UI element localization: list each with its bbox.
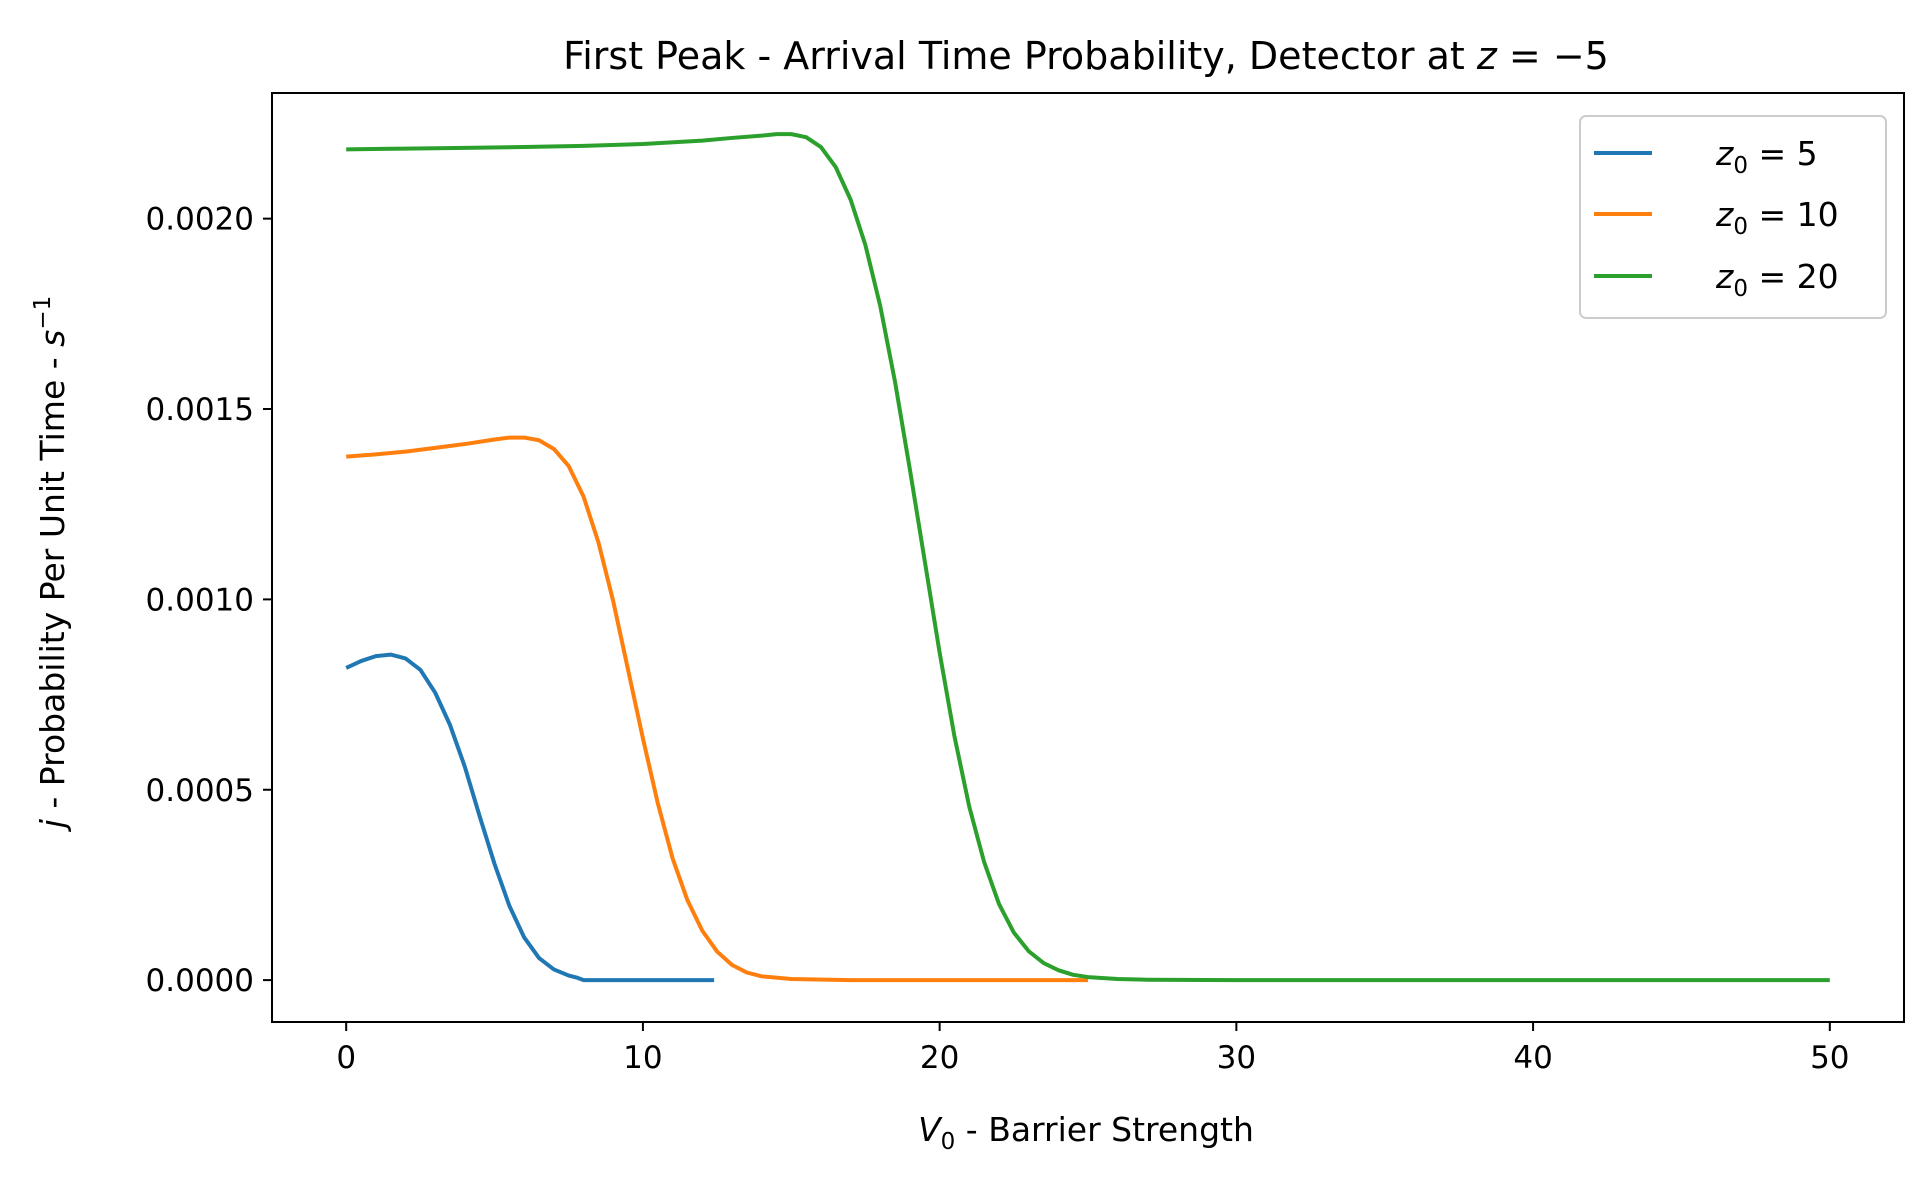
legend: z0 = 5 z0 = 10 z0 = 20 <box>1579 115 1887 319</box>
legend-label-sub: 0 <box>1733 276 1748 302</box>
x-tick-label: 20 <box>920 1040 959 1076</box>
legend-label-sub: 0 <box>1733 153 1748 179</box>
chart-title-rel: = <box>1497 34 1553 78</box>
legend-label: z0 = 5 <box>1715 134 1818 179</box>
legend-label-rest: = 10 <box>1748 195 1839 234</box>
series-line-2 <box>346 435 1088 983</box>
axes-frame <box>271 92 1905 1023</box>
x-axis-label-var: V <box>918 1110 943 1149</box>
y-tick-label: 0.0000 <box>146 963 254 999</box>
series-line-3 <box>346 132 1830 983</box>
legend-label-rest: = 5 <box>1748 134 1818 173</box>
y-axis-label: j - Probability Per Unit Time - s−1 <box>30 296 72 833</box>
y-axis: 0.0000 0.0005 0.0010 0.0015 0.0020 <box>146 202 272 999</box>
y-axis-label-text: - Probability Per Unit Time - <box>33 347 72 819</box>
x-tick-label: 30 <box>1217 1040 1256 1076</box>
chart-title-var: z <box>1476 34 1498 78</box>
series-line-1 <box>345 652 715 983</box>
x-tick-label: 10 <box>623 1040 662 1076</box>
x-axis-label-sub: 0 <box>941 1129 956 1155</box>
series-layer <box>345 132 1830 983</box>
x-axis-label-text: - Barrier Strength <box>955 1110 1254 1149</box>
plot-area: 0 10 20 30 40 50 0.00000.00050.00100.00150.00… <box>146 92 1905 1076</box>
y-axis-label-var: j <box>33 818 72 832</box>
legend-label: z0 = 20 <box>1715 257 1839 302</box>
y-tick-label: 0.0010 <box>146 582 254 618</box>
x-tick-label: 40 <box>1513 1040 1552 1076</box>
x-axis-label: V0 - Barrier Strength <box>918 1110 1254 1155</box>
y-tick-label: 0.0020 <box>146 202 254 238</box>
legend-label-rest: = 20 <box>1748 257 1839 296</box>
y-tick-label: 0.0005 <box>146 773 254 809</box>
x-axis: 0 10 20 30 40 50 <box>336 1022 1850 1076</box>
legend-label: z0 = 10 <box>1715 195 1839 240</box>
chart-title-val: −5 <box>1553 34 1609 78</box>
chart-title: First Peak - Arrival Time Probability, D… <box>563 34 1609 78</box>
legend-label-var: z <box>1715 257 1734 296</box>
x-tick-label: 0 <box>336 1040 356 1076</box>
legend-box <box>1579 115 1887 319</box>
x-tick-label: 50 <box>1810 1040 1849 1076</box>
y-tick-label: 0.0015 <box>146 392 254 428</box>
y-axis-label-sup: −1 <box>30 296 56 330</box>
legend-label-var: z <box>1715 134 1734 173</box>
legend-label-var: z <box>1715 195 1734 234</box>
legend-label-sub: 0 <box>1733 214 1748 240</box>
y-axis-label-unit: s <box>33 330 72 347</box>
chart-title-text: First Peak - Arrival Time Probability, D… <box>563 34 1465 78</box>
